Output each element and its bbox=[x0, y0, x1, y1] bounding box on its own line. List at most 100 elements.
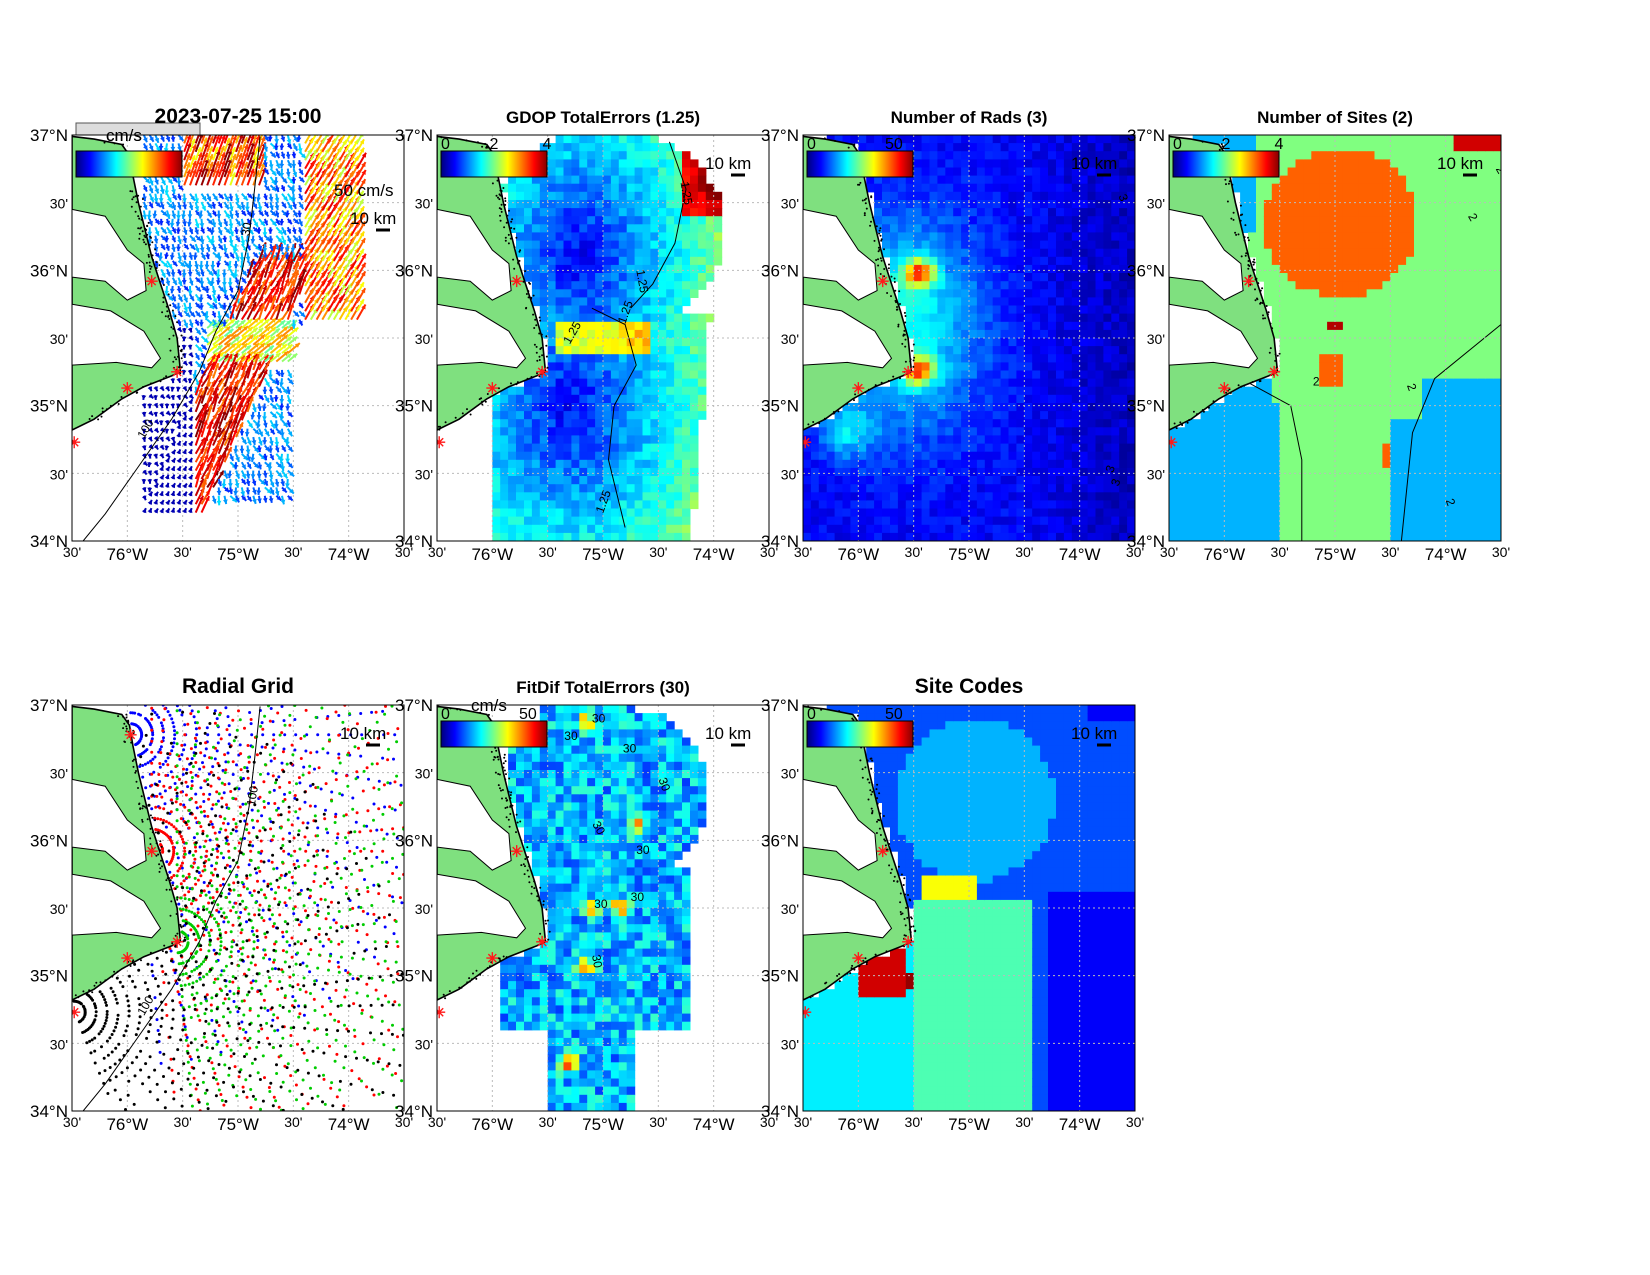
current-vector-head bbox=[206, 196, 211, 202]
current-vector-head bbox=[272, 260, 277, 266]
current-vector-head bbox=[264, 211, 269, 217]
current-vector-head bbox=[235, 236, 240, 242]
grid-cell bbox=[516, 508, 525, 518]
grid-cell bbox=[587, 232, 596, 242]
current-vector-head bbox=[224, 487, 230, 493]
grid-cell bbox=[921, 370, 931, 380]
coast-dot bbox=[541, 354, 544, 357]
grid-cell bbox=[516, 200, 525, 209]
grid-cell bbox=[587, 273, 596, 282]
grid-cell bbox=[571, 175, 580, 185]
current-vector-head bbox=[285, 441, 290, 446]
current-vector bbox=[194, 135, 200, 144]
colorbar-swatch bbox=[173, 151, 175, 177]
grid-cell bbox=[603, 297, 612, 307]
current-vector-head bbox=[142, 460, 148, 466]
coast-dot bbox=[101, 410, 104, 413]
current-vector-head bbox=[263, 220, 268, 226]
current-vector-head bbox=[229, 213, 234, 219]
grid-cell bbox=[690, 264, 699, 274]
colorbar-swatch bbox=[140, 151, 142, 177]
grid-cell bbox=[524, 524, 533, 534]
current-vector-head bbox=[181, 214, 186, 219]
current-vector-head bbox=[199, 281, 205, 286]
grid-cell bbox=[595, 329, 604, 339]
current-vector-head bbox=[170, 441, 176, 447]
grid-cell bbox=[571, 289, 580, 298]
grid-cell bbox=[905, 370, 915, 380]
colorbar-swatch bbox=[124, 151, 126, 177]
current-vector-head bbox=[246, 219, 252, 225]
colorbar-swatch bbox=[169, 151, 171, 177]
coast-dot bbox=[496, 179, 499, 182]
grid-cell bbox=[508, 216, 517, 225]
current-vector-head bbox=[275, 219, 280, 225]
current-vector-head bbox=[239, 448, 245, 454]
grid-cell bbox=[690, 224, 699, 233]
current-vector-head bbox=[236, 220, 241, 226]
current-vector-head bbox=[274, 490, 280, 496]
grid-cell bbox=[571, 378, 580, 388]
colorbar-swatch bbox=[533, 151, 535, 177]
grid-cell bbox=[642, 297, 651, 307]
colorbar-swatch bbox=[482, 151, 484, 177]
grid-cell bbox=[618, 354, 628, 363]
current-vector-head bbox=[222, 305, 227, 310]
grid-cell bbox=[618, 151, 628, 160]
current-vector-head bbox=[182, 415, 187, 421]
current-vector-head bbox=[230, 319, 235, 324]
current-vector-head bbox=[285, 254, 290, 260]
grid-cell bbox=[658, 354, 667, 363]
current-vector-head bbox=[198, 265, 204, 270]
grid-cell bbox=[890, 435, 899, 445]
grid-cell bbox=[579, 467, 588, 477]
coast-dot bbox=[137, 227, 140, 230]
grid-cell bbox=[913, 516, 923, 526]
current-vector-head bbox=[262, 416, 267, 421]
current-vector-head bbox=[194, 206, 200, 211]
grid-cell bbox=[524, 216, 533, 225]
current-vector bbox=[350, 135, 358, 144]
grid-cell bbox=[690, 273, 699, 282]
lon-tick-label: 30' bbox=[395, 544, 413, 560]
current-vector-head bbox=[181, 336, 187, 342]
coast-dot bbox=[97, 418, 100, 421]
current-vector-head bbox=[237, 326, 243, 331]
current-vector-head bbox=[279, 398, 285, 404]
grid-cell bbox=[690, 500, 699, 510]
grid-cell bbox=[634, 151, 644, 160]
grid-cell bbox=[897, 232, 907, 242]
grid-cell bbox=[650, 467, 659, 477]
current-vector-head bbox=[203, 420, 208, 425]
colorbar-swatch bbox=[463, 151, 465, 177]
coast-dot bbox=[500, 210, 503, 213]
grid-cell bbox=[555, 459, 565, 469]
grid-cell bbox=[555, 532, 565, 541]
grid-cell bbox=[897, 224, 907, 233]
grid-cell bbox=[547, 313, 557, 323]
grid-cell bbox=[834, 451, 844, 461]
current-vector-head bbox=[324, 249, 330, 255]
current-vector-head bbox=[217, 315, 222, 321]
coast-dot bbox=[466, 408, 468, 411]
grid-cell bbox=[882, 135, 891, 144]
grid-cell bbox=[516, 216, 525, 225]
sound-water bbox=[437, 208, 512, 301]
grid-cell bbox=[905, 508, 915, 518]
colorbar-swatch bbox=[119, 151, 121, 177]
grid-cell bbox=[492, 394, 501, 404]
grid-cell bbox=[634, 240, 644, 250]
grid-cell bbox=[555, 354, 565, 363]
current-vector-head bbox=[246, 345, 251, 351]
grid-cell bbox=[690, 338, 699, 347]
grid-cell bbox=[913, 321, 923, 331]
current-vector-head bbox=[154, 188, 159, 194]
grid-cell bbox=[492, 524, 501, 534]
grid-cell bbox=[897, 459, 907, 469]
colorbar-swatch bbox=[511, 151, 513, 177]
current-vector bbox=[322, 135, 324, 136]
grid-cell bbox=[563, 476, 572, 485]
current-vector-head bbox=[246, 463, 251, 469]
grid-cell bbox=[913, 467, 923, 477]
grid-cell bbox=[524, 411, 533, 420]
